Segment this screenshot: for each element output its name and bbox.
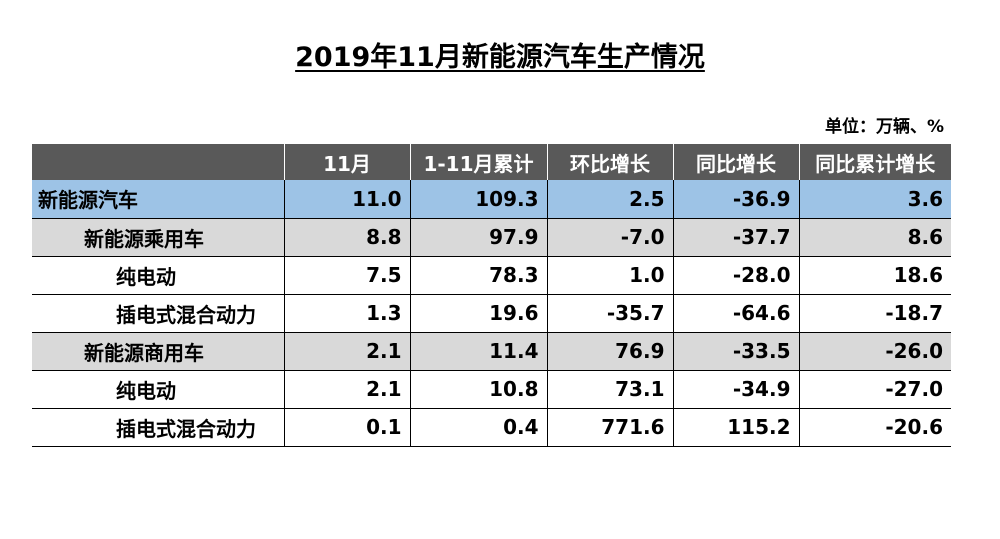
row-value-cell: 10.8 (409, 370, 547, 409)
row-value-cell: 109.3 (409, 180, 547, 219)
row-value-cell: 115.2 (672, 408, 799, 447)
table-row: 插电式混合动力 0.1 0.4 771.6 115.2 -20.6 (32, 408, 951, 447)
header-yoy-growth: 同比增长 (672, 144, 799, 180)
unit-label: 单位：万辆、% (824, 117, 944, 137)
row-value-cell: 1.3 (283, 294, 410, 333)
header-category (32, 144, 284, 180)
row-value-cell: 8.8 (283, 218, 410, 257)
row-value-cell: 7.5 (283, 256, 410, 295)
row-category-cell: 插电式混合动力 (32, 408, 284, 447)
row-value-cell: -7.0 (546, 218, 673, 257)
row-value-cell: -35.7 (546, 294, 673, 333)
row-value-cell: 1.0 (546, 256, 673, 295)
row-value-cell: -34.9 (672, 370, 799, 409)
row-value-cell: 78.3 (409, 256, 547, 295)
row-value-cell: 2.5 (546, 180, 673, 219)
row-value-cell: -37.7 (672, 218, 799, 257)
row-value-cell: -26.0 (798, 332, 951, 371)
row-value-cell: 18.6 (798, 256, 951, 295)
row-category-cell: 新能源乘用车 (32, 218, 284, 257)
row-value-cell: 73.1 (546, 370, 673, 409)
row-value-cell: 2.1 (283, 332, 410, 371)
table-row: 插电式混合动力 1.3 19.6 -35.7 -64.6 -18.7 (32, 294, 951, 333)
row-value-cell: 3.6 (798, 180, 951, 219)
row-value-cell: -36.9 (672, 180, 799, 219)
row-category-cell: 纯电动 (32, 370, 284, 409)
table-header-row: 11月 1-11月累计 环比增长 同比增长 同比累计增长 (32, 144, 951, 180)
table-row: 新能源乘用车 8.8 97.9 -7.0 -37.7 8.6 (32, 218, 951, 257)
table-row: 纯电动 2.1 10.8 73.1 -34.9 -27.0 (32, 370, 951, 409)
table-row: 纯电动 7.5 78.3 1.0 -28.0 18.6 (32, 256, 951, 295)
row-value-cell: -28.0 (672, 256, 799, 295)
table-row: 新能源商用车 2.1 11.4 76.9 -33.5 -26.0 (32, 332, 951, 371)
header-november: 11月 (283, 144, 410, 180)
page-title-text: 2019年11月新能源汽车生产情况 (295, 42, 705, 73)
row-value-cell: 19.6 (409, 294, 547, 333)
page-title: 2019年11月新能源汽车生产情况 (0, 38, 1000, 78)
row-value-cell: 97.9 (409, 218, 547, 257)
row-value-cell: 8.6 (798, 218, 951, 257)
row-value-cell: -33.5 (672, 332, 799, 371)
row-category-cell: 纯电动 (32, 256, 284, 295)
row-value-cell: 11.4 (409, 332, 547, 371)
row-category-cell: 插电式混合动力 (32, 294, 284, 333)
header-mom-growth: 环比增长 (546, 144, 673, 180)
header-ytd-cumulative: 1-11月累计 (409, 144, 547, 180)
row-value-cell: 771.6 (546, 408, 673, 447)
row-category-cell: 新能源商用车 (32, 332, 284, 371)
row-value-cell: -27.0 (798, 370, 951, 409)
row-value-cell: 2.1 (283, 370, 410, 409)
production-table: 11月 1-11月累计 环比增长 同比增长 同比累计增长 新能源汽车 11.0 10… (32, 144, 951, 447)
row-value-cell: 11.0 (283, 180, 410, 219)
row-category-cell: 新能源汽车 (32, 180, 284, 219)
row-value-cell: 0.1 (283, 408, 410, 447)
row-value-cell: -18.7 (798, 294, 951, 333)
table-row: 新能源汽车 11.0 109.3 2.5 -36.9 3.6 (32, 180, 951, 219)
row-value-cell: 0.4 (409, 408, 547, 447)
row-value-cell: -64.6 (672, 294, 799, 333)
header-yoy-cumulative-growth: 同比累计增长 (798, 144, 951, 180)
row-value-cell: -20.6 (798, 408, 951, 447)
row-value-cell: 76.9 (546, 332, 673, 371)
